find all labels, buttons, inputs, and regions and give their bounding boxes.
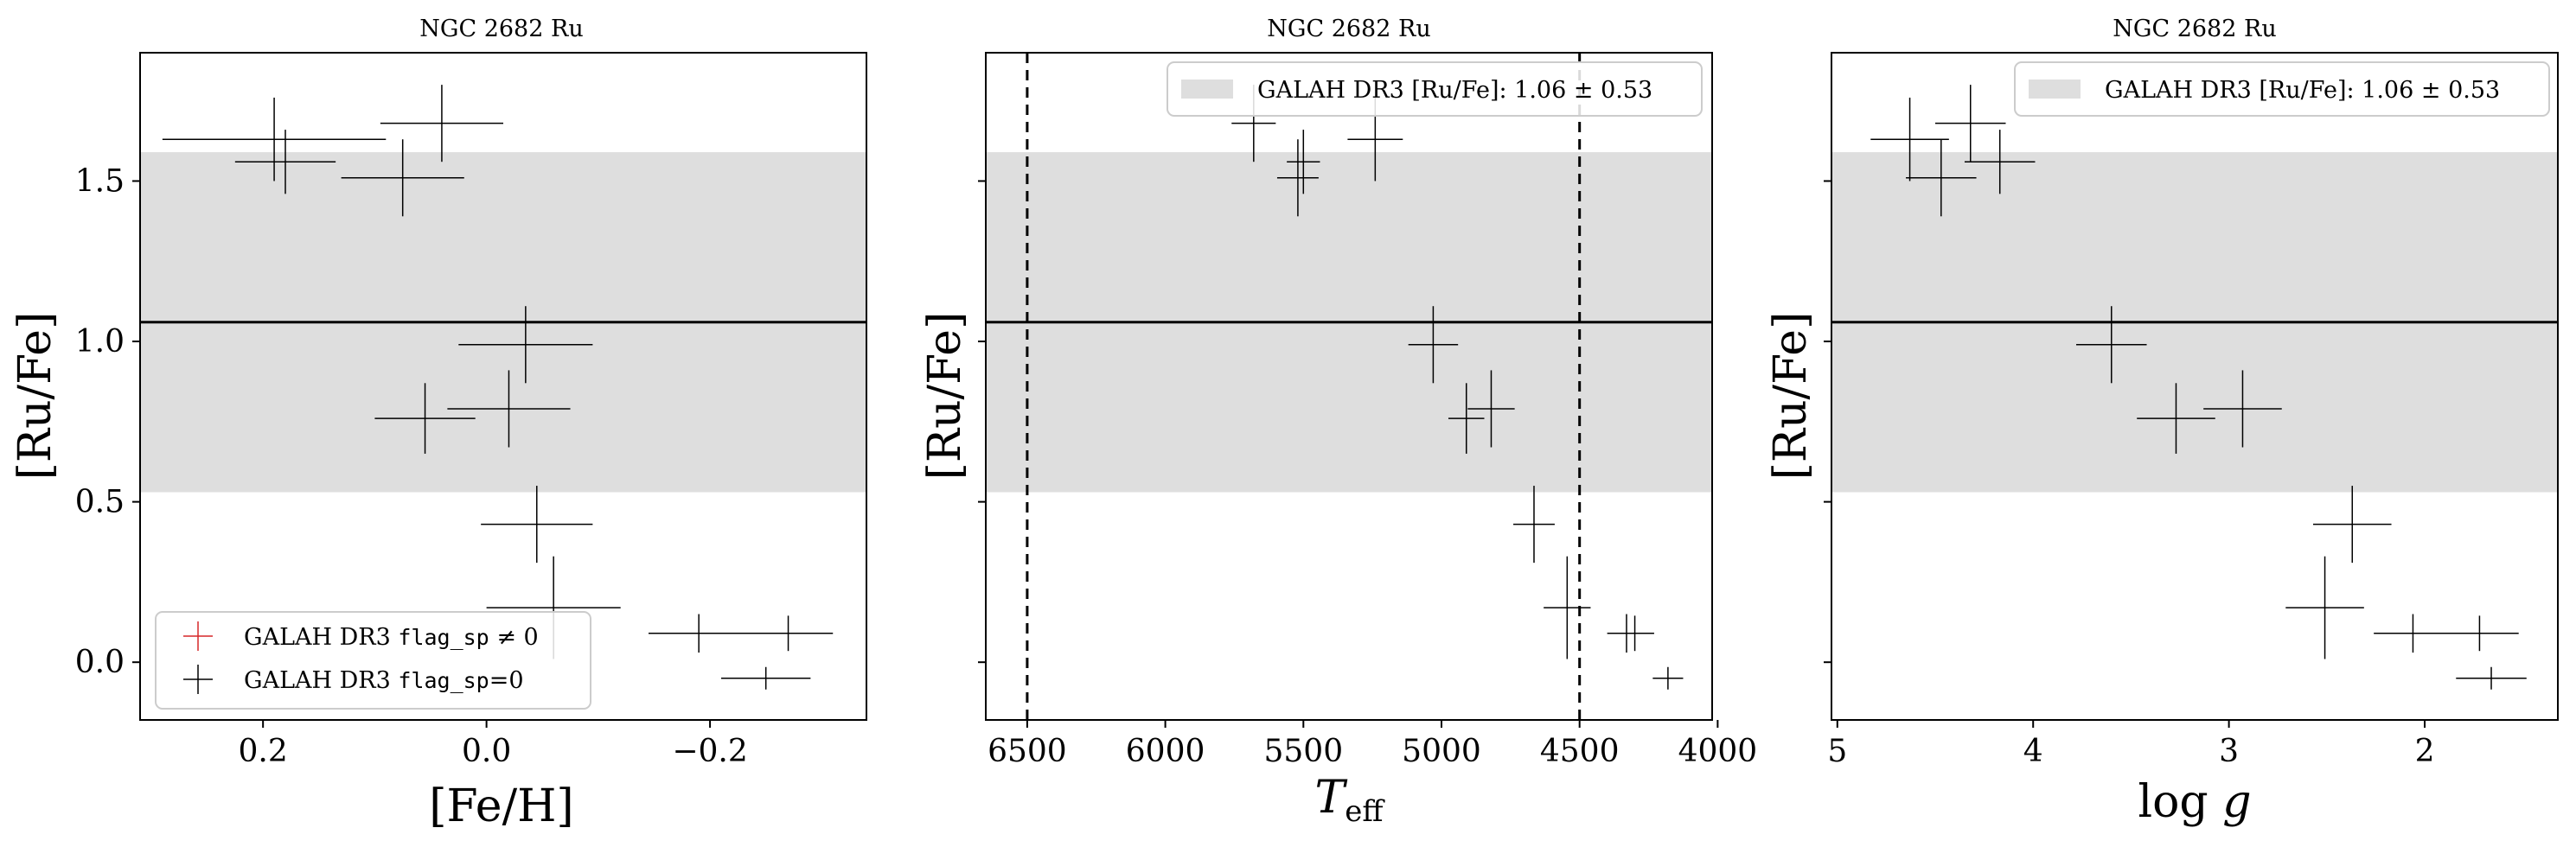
y-axis-label: [Ru/Fe] (10, 312, 61, 481)
data-point (1652, 666, 1684, 690)
data-point (2137, 383, 2215, 454)
y-tick-label: 1.5 (75, 163, 125, 199)
legend-box (2014, 61, 2550, 117)
x-axis-label: log g (2138, 776, 2251, 828)
legend-box (1167, 61, 1703, 117)
data-point (2374, 614, 2452, 653)
data-point (649, 614, 750, 653)
x-axis-label: [Fe/H] (429, 780, 573, 832)
x-tick-label: 2 (2415, 734, 2435, 769)
data-point (2312, 486, 2392, 564)
data-point (1467, 370, 1515, 448)
data-point (2076, 306, 2147, 384)
y-axis-label: [Ru/Fe] (919, 312, 971, 481)
legend-label-flagged: GALAH DR3 flag_sp ≠ 0 (244, 624, 539, 651)
legend-band-swatch (2029, 80, 2081, 99)
data-point (481, 486, 593, 564)
legend-box (155, 611, 591, 710)
legend-band-swatch (1181, 80, 1233, 99)
data-point (1448, 383, 1485, 454)
data-point (1408, 306, 1459, 384)
panel-title: NGC 2682 Ru (1267, 16, 1430, 42)
panel-title: NGC 2682 Ru (2113, 16, 2276, 42)
panel-logg: NGC 2682 Ru 5 4 3 2 log g [Ru/Fe] GALAH DR3… (1765, 16, 2559, 828)
data-point (162, 97, 387, 182)
data-point (721, 666, 811, 690)
plot-frame (985, 52, 1713, 721)
x-tick-label: 4 (2023, 734, 2043, 769)
plot-area: 0.2 0.0 −0.2 0.0 0.5 1.0 1.5 (75, 52, 867, 769)
legend: GALAH DR3 [Ru/Fe]: 1.06 ± 0.53 (1167, 61, 1703, 117)
data-point (2203, 370, 2282, 448)
x-axis-label: Teff (1315, 772, 1386, 829)
plot-frame (1831, 52, 2559, 721)
y-tick-label: 1.0 (75, 324, 125, 360)
data-point (234, 130, 336, 194)
y-tick-label: 0.0 (75, 645, 125, 680)
data-point (2440, 615, 2519, 652)
x-tick-label: −0.2 (672, 734, 747, 769)
data-point (374, 383, 476, 454)
y-tick-label: 0.5 (75, 485, 125, 520)
data-point (1513, 486, 1555, 564)
x-tick-label: 5500 (1263, 734, 1343, 769)
x-tick-label: 6000 (1126, 734, 1205, 769)
data-point (341, 139, 464, 217)
data-point (1544, 556, 1591, 659)
panel-title: NGC 2682 Ru (419, 16, 583, 42)
x-tick-label: 3 (2219, 734, 2239, 769)
y-axis-label: [Ru/Fe] (1765, 312, 1817, 481)
legend-band-label: GALAH DR3 [Ru/Fe]: 1.06 ± 0.53 (2105, 77, 2500, 104)
plot-area: 5 4 3 2 (1824, 52, 2559, 769)
x-tick-label: 4500 (1540, 734, 1620, 769)
data-point (1276, 139, 1319, 217)
x-tick-label: 6500 (988, 734, 1067, 769)
data-point (1287, 130, 1320, 194)
legend: GALAH DR3 flag_sp ≠ 0 GALAH DR3 flag_sp=… (155, 611, 591, 710)
plot-area: 6500 6000 5500 5000 4500 4000 (978, 52, 1758, 769)
x-tick-label: 0.2 (239, 734, 288, 769)
legend-marker-unflagged (183, 665, 213, 694)
plot-frame (139, 52, 867, 721)
data-point (1964, 130, 2036, 194)
data-point (447, 370, 571, 448)
data-point (1615, 615, 1654, 652)
data-point (380, 85, 503, 162)
data-point (1935, 85, 2006, 162)
panel-teff: NGC 2682 Ru 6500 6000 5500 5000 4500 4000 Tef… (919, 16, 1757, 829)
legend: GALAH DR3 [Ru/Fe]: 1.06 ± 0.53 (2014, 61, 2550, 117)
x-tick-label: 0.0 (462, 734, 511, 769)
data-point (1906, 139, 1977, 217)
data-point (2285, 556, 2364, 659)
legend-label-unflagged: GALAH DR3 flag_sp=0 (244, 667, 524, 694)
data-point (2456, 666, 2527, 690)
legend-marker-flagged (183, 621, 213, 651)
legend-band-label: GALAH DR3 [Ru/Fe]: 1.06 ± 0.53 (1257, 77, 1652, 104)
data-point (458, 306, 593, 384)
x-tick-label: 4000 (1678, 734, 1758, 769)
panel-feh: NGC 2682 Ru 0.2 0.0 −0.2 0.0 0.5 1.0 1.5 [Fe/H… (10, 16, 867, 832)
x-tick-label: 5000 (1402, 734, 1481, 769)
data-point (743, 615, 834, 652)
data-point (1870, 97, 1949, 182)
x-tick-label: 5 (1827, 734, 1847, 769)
